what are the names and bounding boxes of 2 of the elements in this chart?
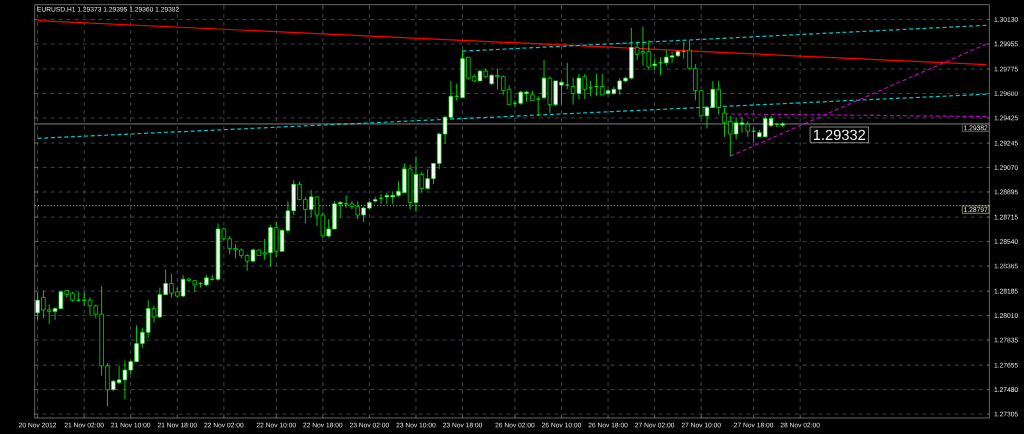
annotation: 1.29332	[813, 129, 866, 141]
candlestick	[588, 80, 593, 97]
